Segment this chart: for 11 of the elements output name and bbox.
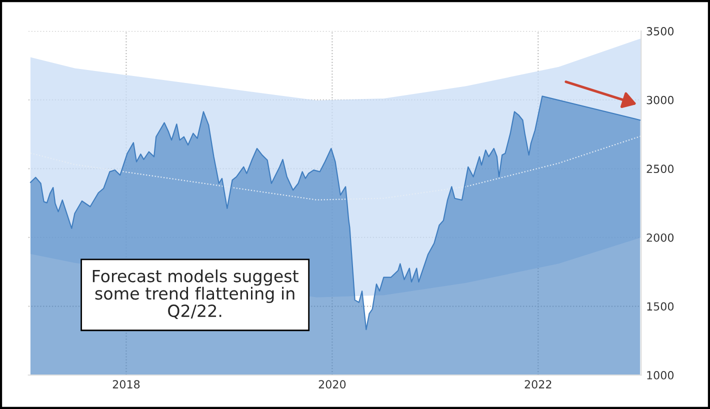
x-tick-label: 2022 <box>524 380 552 389</box>
x-tick-label: 2020 <box>318 380 346 389</box>
y-tick-label: 1000 <box>647 371 674 380</box>
line-series <box>30 136 642 200</box>
x-tick-label: 2018 <box>112 380 140 389</box>
annotation: Forecast models suggest some trend flattening in Q2/22. <box>92 269 298 320</box>
y-tick-label: 2000 <box>646 233 674 242</box>
y-tick-label: 3000 <box>646 96 674 104</box>
y-tick-label: 2500 <box>646 164 674 174</box>
y-tick-label: 1500 <box>647 302 674 311</box>
y-tick-label: 3500 <box>646 27 674 36</box>
